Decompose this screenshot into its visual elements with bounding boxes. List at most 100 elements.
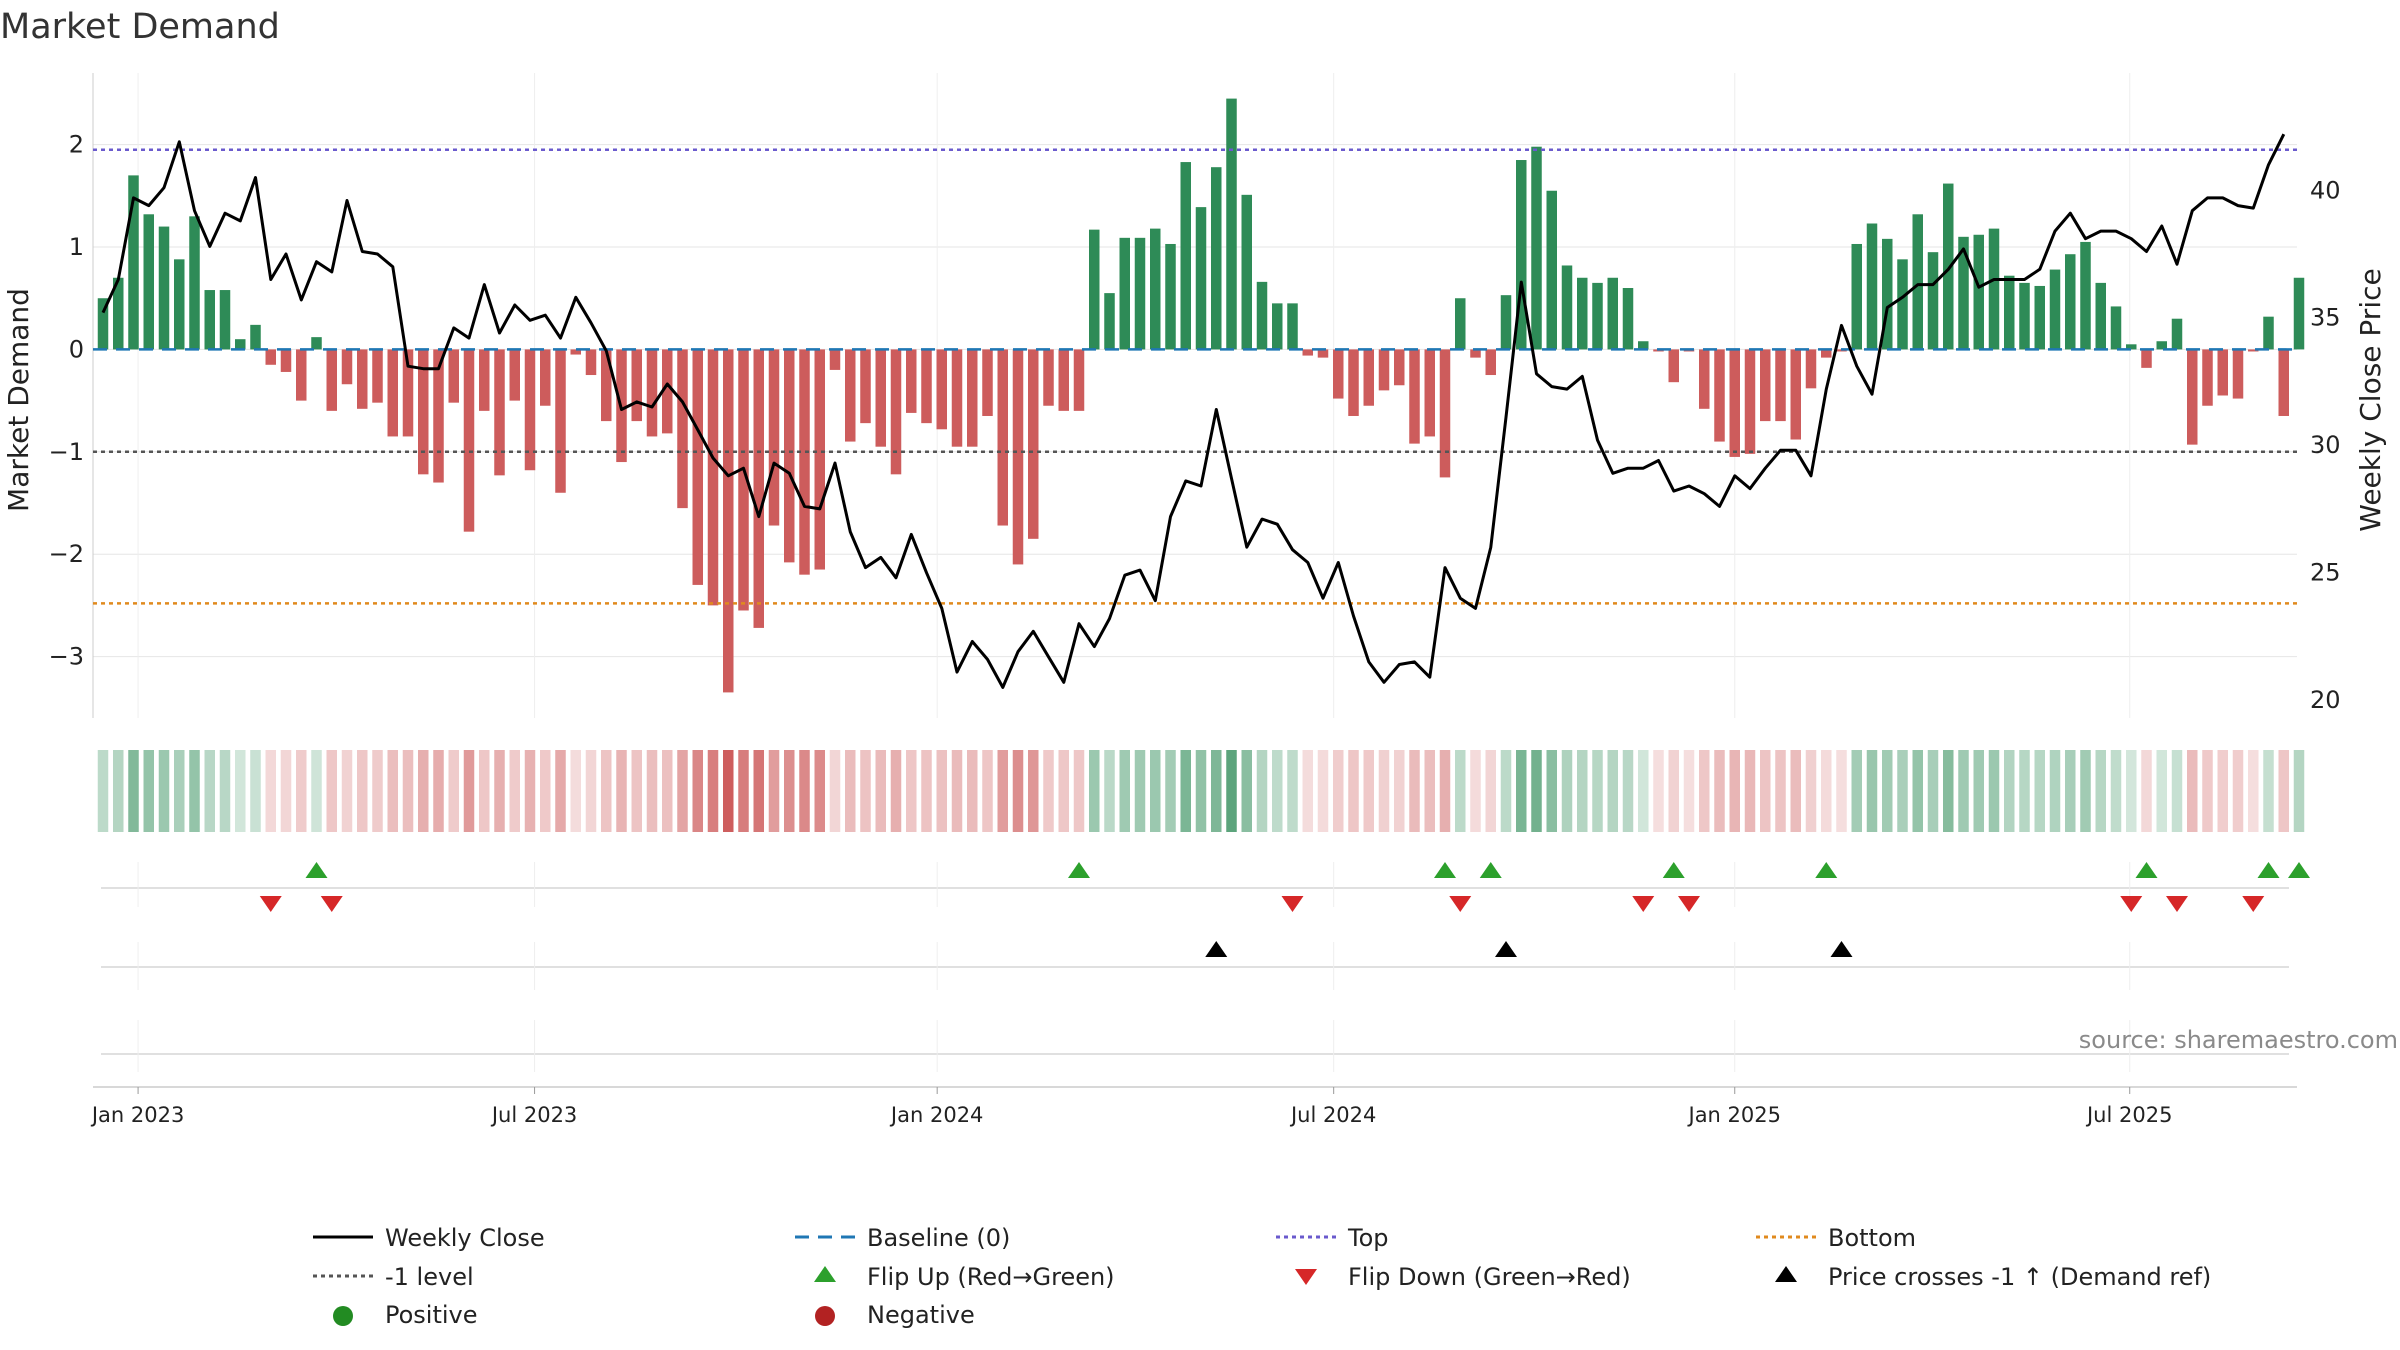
demand-bar [875, 349, 886, 447]
demand-bar [1455, 298, 1466, 350]
x-tick-label: Jul 2024 [1289, 1103, 1376, 1127]
demand-bar [1516, 160, 1527, 350]
demand-bar [1973, 234, 1984, 350]
demand-bar [341, 349, 353, 385]
heat-cell [1302, 750, 1313, 832]
demand-bar [1912, 214, 1923, 350]
demand-bar [1943, 183, 1954, 350]
demand-bar [1805, 349, 1817, 389]
demand-bar [1988, 228, 2000, 350]
demand-bar [494, 349, 505, 476]
demand-bar [1531, 146, 1542, 350]
flip-up-marker [2257, 862, 2280, 878]
heat-cell [2141, 750, 2152, 832]
right-axis-ticks: 40 35 30 25 20 [2310, 176, 2341, 714]
demand-bar [2293, 277, 2305, 350]
heat-cell [1668, 750, 1679, 832]
heat-cell [1897, 750, 1908, 832]
heat-cell [1500, 750, 1512, 832]
legend-label: Weekly Close [385, 1224, 545, 1252]
heat-cell [1836, 750, 1847, 832]
heat-cell [768, 750, 780, 832]
demand-bar [1760, 349, 1771, 422]
demand-bar [265, 349, 276, 365]
demand-bar [2156, 341, 2167, 350]
heat-cell [2080, 750, 2091, 832]
heat-cell [1653, 750, 1664, 832]
heat-cell [219, 750, 231, 832]
heat-cell [448, 750, 459, 832]
source-text: source: sharemaestro.com [2079, 1026, 2398, 1054]
heat-cell [1089, 750, 1100, 832]
heat-cell [2171, 750, 2183, 832]
demand-bar [585, 349, 597, 376]
demand-bar [2202, 349, 2213, 406]
heat-cell [1119, 750, 1130, 832]
heat-cell [1973, 750, 1984, 832]
demand-bar [174, 259, 185, 350]
demand-bar [662, 349, 673, 434]
demand-bar [250, 324, 261, 350]
demand-bar [1638, 341, 1649, 350]
legend-swatch [333, 1306, 353, 1326]
demand-bar [555, 349, 566, 493]
heat-cell [1256, 750, 1268, 832]
heat-cell [1363, 750, 1374, 832]
demand-bar [2110, 306, 2122, 350]
demand-bar [1668, 349, 1679, 383]
demand-bar [1577, 277, 1588, 350]
right-tick-label: 25 [2310, 559, 2341, 587]
demand-bar [158, 226, 170, 350]
heat-cell [2293, 750, 2305, 832]
heat-cell [97, 750, 109, 832]
demand-bar [418, 349, 429, 475]
right-axis-label: Weekly Close Price [2354, 268, 2387, 531]
heat-cell [1439, 750, 1451, 832]
heat-cell [1851, 750, 1862, 832]
heat-cell [204, 750, 215, 832]
heat-cell [1012, 750, 1024, 832]
legend-label: -1 level [385, 1263, 474, 1291]
demand-bar [1012, 349, 1024, 565]
demand-bar [2187, 349, 2198, 445]
heat-cell [1683, 750, 1695, 832]
price-cross-marker [1495, 941, 1517, 957]
heat-cell [1561, 750, 1573, 832]
demand-bar [1424, 349, 1435, 437]
heat-cell [2065, 750, 2076, 832]
heat-cell [1699, 750, 1710, 832]
demand-bar [1363, 349, 1374, 406]
heat-cell [921, 750, 932, 832]
heat-cell [387, 750, 398, 832]
demand-bar [2248, 349, 2259, 352]
heat-cell [2049, 750, 2061, 832]
heat-cell [174, 750, 185, 832]
demand-bar [768, 349, 780, 526]
demand-bar [814, 349, 825, 570]
demand-bar [326, 349, 337, 411]
demand-bar [2095, 282, 2106, 350]
heat-cell [1394, 750, 1405, 832]
flip-down-marker [1632, 896, 1655, 912]
demand-bar [1622, 288, 1634, 350]
demand-bar [2126, 344, 2137, 350]
demand-bar [1744, 349, 1756, 454]
demand-bar [1073, 349, 1085, 411]
heat-cell [1317, 750, 1329, 832]
demand-bar [692, 349, 703, 585]
heat-cell [2187, 750, 2198, 832]
heat-cell [2263, 750, 2274, 832]
demand-bar [1409, 349, 1420, 444]
heat-cell [1577, 750, 1588, 832]
heat-cell [1333, 750, 1344, 832]
heat-cell [723, 750, 734, 832]
heat-cell [2202, 750, 2213, 832]
heat-cell [1775, 750, 1786, 832]
demand-bar [540, 349, 551, 406]
heat-cell [235, 750, 246, 832]
heat-cell [1714, 750, 1725, 832]
demand-bar [113, 277, 124, 350]
legend-label: Bottom [1828, 1224, 1916, 1252]
heat-cell [1180, 750, 1191, 832]
